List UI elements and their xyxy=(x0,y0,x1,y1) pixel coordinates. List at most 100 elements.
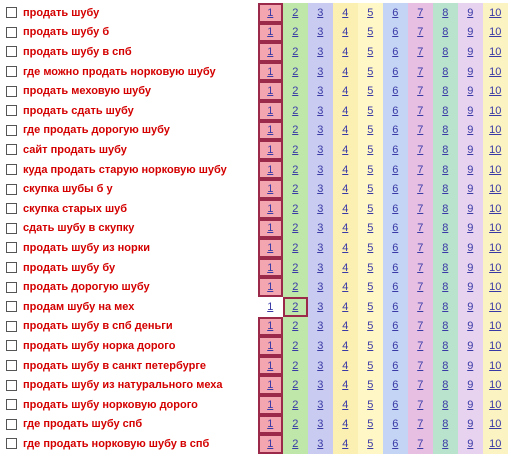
position-link-1[interactable]: 1 xyxy=(258,257,283,278)
position-link-9[interactable]: 9 xyxy=(458,414,483,435)
position-link-8[interactable]: 8 xyxy=(433,316,458,337)
position-link-3[interactable]: 3 xyxy=(308,159,333,180)
position-link-9[interactable]: 9 xyxy=(458,434,483,454)
position-link-3[interactable]: 3 xyxy=(308,3,333,23)
position-link-2[interactable]: 2 xyxy=(283,336,308,356)
position-link-9[interactable]: 9 xyxy=(458,355,483,376)
row-checkbox[interactable] xyxy=(6,340,17,352)
position-link-2[interactable]: 2 xyxy=(283,414,308,435)
position-link-9[interactable]: 9 xyxy=(458,297,483,317)
position-link-5[interactable]: 5 xyxy=(358,414,383,435)
position-link-7[interactable]: 7 xyxy=(408,22,433,43)
position-link-5[interactable]: 5 xyxy=(358,42,383,62)
position-link-2[interactable]: 2 xyxy=(283,140,308,160)
position-link-1[interactable]: 1 xyxy=(258,199,283,219)
position-link-5[interactable]: 5 xyxy=(358,316,383,337)
position-link-3[interactable]: 3 xyxy=(308,434,333,454)
row-checkbox[interactable] xyxy=(6,360,17,372)
position-link-6[interactable]: 6 xyxy=(383,434,408,454)
row-checkbox[interactable] xyxy=(6,222,17,234)
position-link-5[interactable]: 5 xyxy=(358,159,383,180)
position-link-10[interactable]: 10 xyxy=(483,355,508,376)
position-link-7[interactable]: 7 xyxy=(408,238,433,258)
position-link-8[interactable]: 8 xyxy=(433,336,458,356)
position-link-2[interactable]: 2 xyxy=(283,179,308,199)
position-link-4[interactable]: 4 xyxy=(333,101,358,121)
position-link-3[interactable]: 3 xyxy=(308,238,333,258)
position-link-6[interactable]: 6 xyxy=(383,375,408,395)
position-link-2[interactable]: 2 xyxy=(283,120,308,141)
position-link-10[interactable]: 10 xyxy=(483,42,508,62)
row-checkbox[interactable] xyxy=(6,301,17,313)
position-link-2[interactable]: 2 xyxy=(283,101,308,121)
position-link-7[interactable]: 7 xyxy=(408,120,433,141)
position-link-5[interactable]: 5 xyxy=(358,101,383,121)
position-link-8[interactable]: 8 xyxy=(433,199,458,219)
position-link-5[interactable]: 5 xyxy=(358,375,383,395)
position-link-3[interactable]: 3 xyxy=(308,375,333,395)
position-link-7[interactable]: 7 xyxy=(408,140,433,160)
position-link-10[interactable]: 10 xyxy=(483,336,508,356)
position-link-1[interactable]: 1 xyxy=(258,179,283,199)
position-link-5[interactable]: 5 xyxy=(358,395,383,415)
position-link-10[interactable]: 10 xyxy=(483,316,508,337)
position-link-7[interactable]: 7 xyxy=(408,434,433,454)
row-checkbox[interactable] xyxy=(6,399,17,411)
position-link-2[interactable]: 2 xyxy=(283,159,308,180)
position-link-10[interactable]: 10 xyxy=(483,81,508,101)
position-link-9[interactable]: 9 xyxy=(458,375,483,395)
position-link-7[interactable]: 7 xyxy=(408,218,433,239)
position-link-4[interactable]: 4 xyxy=(333,336,358,356)
position-link-4[interactable]: 4 xyxy=(333,159,358,180)
position-link-3[interactable]: 3 xyxy=(308,22,333,43)
position-link-7[interactable]: 7 xyxy=(408,3,433,23)
position-link-1[interactable]: 1 xyxy=(258,434,283,454)
position-link-1[interactable]: 1 xyxy=(258,22,283,43)
position-link-5[interactable]: 5 xyxy=(358,199,383,219)
position-link-6[interactable]: 6 xyxy=(383,277,408,297)
row-checkbox[interactable] xyxy=(6,105,17,117)
row-checkbox[interactable] xyxy=(6,203,17,215)
position-link-3[interactable]: 3 xyxy=(308,336,333,356)
position-link-8[interactable]: 8 xyxy=(433,238,458,258)
position-link-8[interactable]: 8 xyxy=(433,355,458,376)
position-link-3[interactable]: 3 xyxy=(308,81,333,101)
position-link-1[interactable]: 1 xyxy=(258,316,283,337)
position-link-7[interactable]: 7 xyxy=(408,179,433,199)
position-link-7[interactable]: 7 xyxy=(408,395,433,415)
position-link-5[interactable]: 5 xyxy=(358,257,383,278)
position-link-3[interactable]: 3 xyxy=(308,218,333,239)
position-link-1[interactable]: 1 xyxy=(258,414,283,435)
position-link-5[interactable]: 5 xyxy=(358,297,383,317)
position-link-1[interactable]: 1 xyxy=(258,159,283,180)
position-link-8[interactable]: 8 xyxy=(433,159,458,180)
position-link-8[interactable]: 8 xyxy=(433,140,458,160)
position-link-2[interactable]: 2 xyxy=(283,257,308,278)
position-link-2[interactable]: 2 xyxy=(283,238,308,258)
position-link-5[interactable]: 5 xyxy=(358,277,383,297)
row-checkbox[interactable] xyxy=(6,164,17,176)
position-link-2[interactable]: 2 xyxy=(283,375,308,395)
position-link-9[interactable]: 9 xyxy=(458,120,483,141)
position-link-9[interactable]: 9 xyxy=(458,179,483,199)
position-link-8[interactable]: 8 xyxy=(433,414,458,435)
row-checkbox[interactable] xyxy=(6,183,17,195)
position-link-5[interactable]: 5 xyxy=(358,120,383,141)
position-link-10[interactable]: 10 xyxy=(483,238,508,258)
position-link-10[interactable]: 10 xyxy=(483,414,508,435)
position-link-9[interactable]: 9 xyxy=(458,81,483,101)
position-link-9[interactable]: 9 xyxy=(458,277,483,297)
position-link-6[interactable]: 6 xyxy=(383,316,408,337)
position-link-7[interactable]: 7 xyxy=(408,42,433,62)
position-link-2[interactable]: 2 xyxy=(283,3,308,23)
position-link-7[interactable]: 7 xyxy=(408,199,433,219)
position-link-6[interactable]: 6 xyxy=(383,101,408,121)
position-link-10[interactable]: 10 xyxy=(483,218,508,239)
position-link-1[interactable]: 1 xyxy=(258,238,283,258)
position-link-1[interactable]: 1 xyxy=(258,81,283,101)
row-checkbox[interactable] xyxy=(6,85,17,97)
position-link-5[interactable]: 5 xyxy=(358,61,383,82)
position-link-2[interactable]: 2 xyxy=(283,218,308,239)
position-link-1[interactable]: 1 xyxy=(258,277,283,297)
position-link-10[interactable]: 10 xyxy=(483,22,508,43)
